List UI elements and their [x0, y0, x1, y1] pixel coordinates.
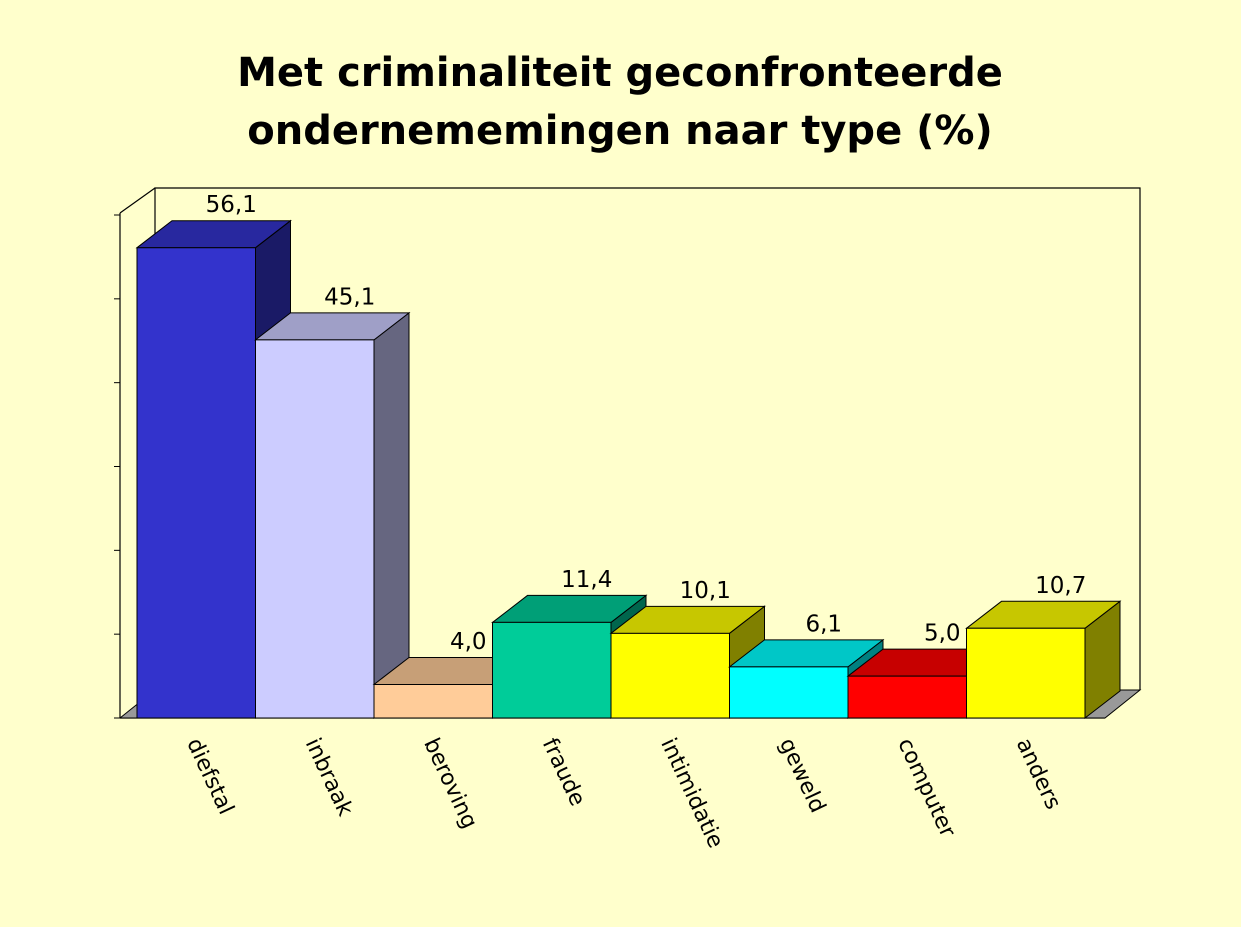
- data-label: 45,1: [324, 284, 375, 310]
- wall-edge: [119, 187, 156, 214]
- bar: [965, 600, 1122, 720]
- bar-front: [492, 621, 612, 719]
- bar-front: [255, 339, 375, 719]
- data-label: 10,7: [1035, 573, 1086, 599]
- bar-front: [136, 247, 256, 719]
- data-label: 6,1: [805, 611, 842, 637]
- bar-side: [373, 311, 410, 720]
- data-label: 11,4: [561, 567, 612, 593]
- chart-title: Met criminaliteit geconfronteerde: [237, 50, 1003, 96]
- data-label: 5,0: [924, 621, 961, 647]
- chart-title: ondernememingen naar type (%): [247, 108, 993, 154]
- bar-front: [373, 683, 493, 719]
- bar-front: [610, 632, 730, 719]
- bar: [254, 311, 411, 720]
- bar-front: [847, 675, 967, 719]
- data-label: 10,1: [680, 578, 731, 604]
- bar-front: [729, 666, 849, 719]
- data-label: 56,1: [206, 192, 257, 218]
- bar-front: [966, 627, 1086, 719]
- data-label: 4,0: [450, 629, 487, 655]
